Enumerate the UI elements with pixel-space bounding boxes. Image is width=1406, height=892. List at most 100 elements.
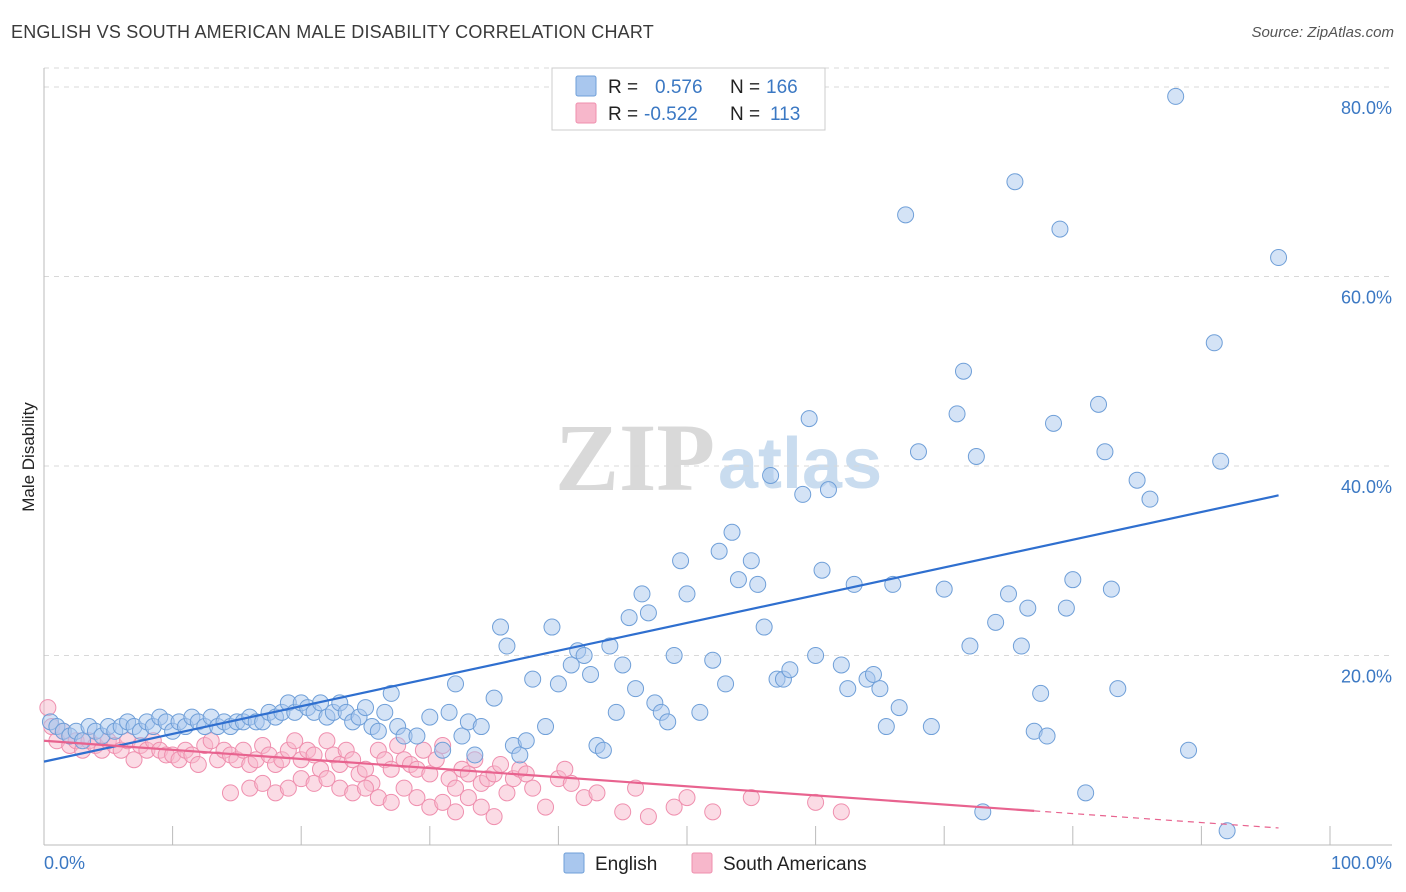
english-point (935, 580, 953, 598)
south-americans-point (485, 808, 503, 826)
legend-swatch-english (575, 75, 597, 97)
english-point (594, 741, 612, 759)
english-point (967, 448, 985, 465)
english-point (665, 646, 683, 664)
legend: R = 0.576 N = 166 R = -0.522 N = 113 (551, 67, 826, 131)
english-point (1000, 585, 1017, 603)
english-point (839, 680, 857, 698)
legend-sa-n-label: N = (730, 104, 760, 125)
english-point (691, 703, 709, 721)
south-americans-point (357, 779, 374, 797)
legend-english-n-value: 166 (766, 77, 798, 98)
axis-layer (43, 68, 1392, 846)
english-point (543, 618, 561, 636)
english-point (922, 718, 940, 736)
trend-lines (43, 494, 1279, 829)
south-americans-point (498, 784, 516, 802)
english-point (961, 637, 979, 655)
english-point (1096, 443, 1114, 461)
english-point (987, 613, 1005, 631)
south-americans-point (678, 789, 696, 807)
y-axis-label: Male Disability (19, 402, 38, 512)
english-point (1057, 599, 1075, 617)
english-point (1038, 727, 1056, 745)
legend-swatch-sa (575, 102, 597, 124)
english-point (627, 680, 645, 698)
y-tick-label-40: 40.0% (1341, 477, 1392, 497)
watermark-zip: ZIP (555, 404, 715, 511)
south-americans-point (832, 803, 850, 821)
bottom-legend: English South Americans (563, 852, 867, 875)
south-americans-point (357, 760, 374, 778)
english-point (1102, 580, 1120, 598)
south-americans-point (459, 789, 477, 807)
english-point (620, 609, 638, 627)
english-point (807, 646, 825, 664)
english-point (376, 703, 394, 721)
english-point (794, 485, 812, 503)
english-point (800, 410, 818, 428)
english-point (466, 746, 484, 764)
english-point (537, 718, 555, 736)
x-tick-label-min: 0.0% (44, 853, 85, 873)
english-point (1205, 334, 1223, 352)
english-point (575, 646, 593, 664)
english-point (755, 618, 773, 636)
legend-english-r-value: 0.576 (655, 77, 703, 98)
english-point (1064, 571, 1082, 589)
english-point (524, 670, 542, 688)
english-points (41, 87, 1288, 840)
english-point (1212, 452, 1230, 470)
english-point (357, 699, 374, 717)
english-point (704, 651, 722, 669)
english-point (729, 571, 747, 589)
south-americans-point (472, 798, 490, 816)
english-point (723, 523, 741, 541)
sa-trend-line (43, 739, 1035, 812)
english-point (749, 575, 767, 593)
x-tick-marks (43, 826, 1331, 845)
english-point (954, 362, 972, 380)
english-point (633, 585, 651, 603)
south-americans-point (742, 789, 760, 807)
english-point (1019, 599, 1037, 617)
legend-sa-r-value: -0.522 (644, 104, 698, 125)
english-point (678, 585, 696, 603)
english-point (639, 604, 657, 622)
south-americans-point (39, 699, 57, 717)
english-point (832, 656, 850, 674)
english-point (1077, 784, 1095, 802)
south-americans-point (556, 760, 574, 778)
south-americans-point (447, 779, 465, 797)
x-tick-label-max: 100.0% (1331, 853, 1392, 873)
bottom-legend-swatch-english (563, 852, 585, 874)
english-point (549, 675, 567, 693)
south-americans-point (408, 789, 426, 807)
english-point (369, 722, 387, 740)
legend-sa-n-value: 113 (770, 104, 800, 125)
south-americans-point (318, 732, 336, 750)
chart-title: ENGLISH VS SOUTH AMERICAN MALE DISABILIT… (11, 22, 654, 42)
south-americans-point (202, 732, 220, 750)
english-point (498, 637, 516, 655)
south-americans-point (254, 774, 272, 792)
y-tick-label-20: 20.0% (1341, 666, 1392, 686)
english-point (447, 675, 465, 693)
grid-layer (44, 67, 1392, 656)
english-point (1051, 220, 1069, 238)
english-point (517, 732, 535, 750)
english-point (1006, 173, 1024, 191)
english-trend-line (43, 494, 1279, 763)
english-point (717, 675, 735, 693)
english-point (1032, 684, 1050, 702)
bottom-legend-swatch-sa (691, 852, 713, 874)
english-point (845, 575, 863, 593)
english-point (813, 561, 831, 579)
legend-english-r-label: R = (608, 77, 638, 98)
english-point (382, 684, 400, 702)
south-americans-point (286, 732, 304, 750)
english-point (472, 718, 490, 736)
english-point (607, 703, 625, 721)
english-point (1045, 414, 1063, 432)
